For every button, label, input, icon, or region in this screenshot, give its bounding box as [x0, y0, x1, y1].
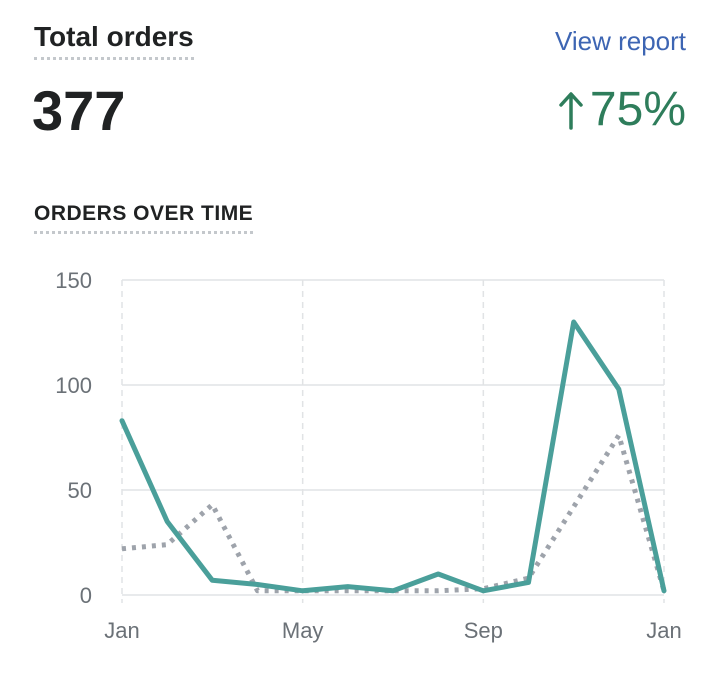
- change-indicator: 75%: [558, 86, 686, 134]
- current-period-series-line: [119, 319, 667, 594]
- x-tick-label: Jan: [646, 618, 681, 643]
- section-title: ORDERS OVER TIME: [34, 202, 254, 234]
- card-title: Total orders: [34, 21, 194, 60]
- y-tick-label: 150: [55, 268, 92, 293]
- x-tick-label: Sep: [464, 618, 503, 643]
- x-tick-label: Jan: [104, 618, 139, 643]
- view-report-link[interactable]: View report: [554, 26, 686, 56]
- x-tick-label: May: [282, 618, 324, 643]
- orders-over-time-chart: 0 50 100 150 Jan May Sep Jan: [55, 268, 681, 643]
- y-tick-label: 100: [55, 373, 92, 398]
- total-orders-value: 377: [32, 79, 126, 142]
- y-tick-label: 50: [68, 478, 92, 503]
- change-percentage: 75%: [589, 83, 686, 136]
- y-tick-label: 0: [80, 583, 92, 608]
- arrow-up-icon: [559, 92, 583, 130]
